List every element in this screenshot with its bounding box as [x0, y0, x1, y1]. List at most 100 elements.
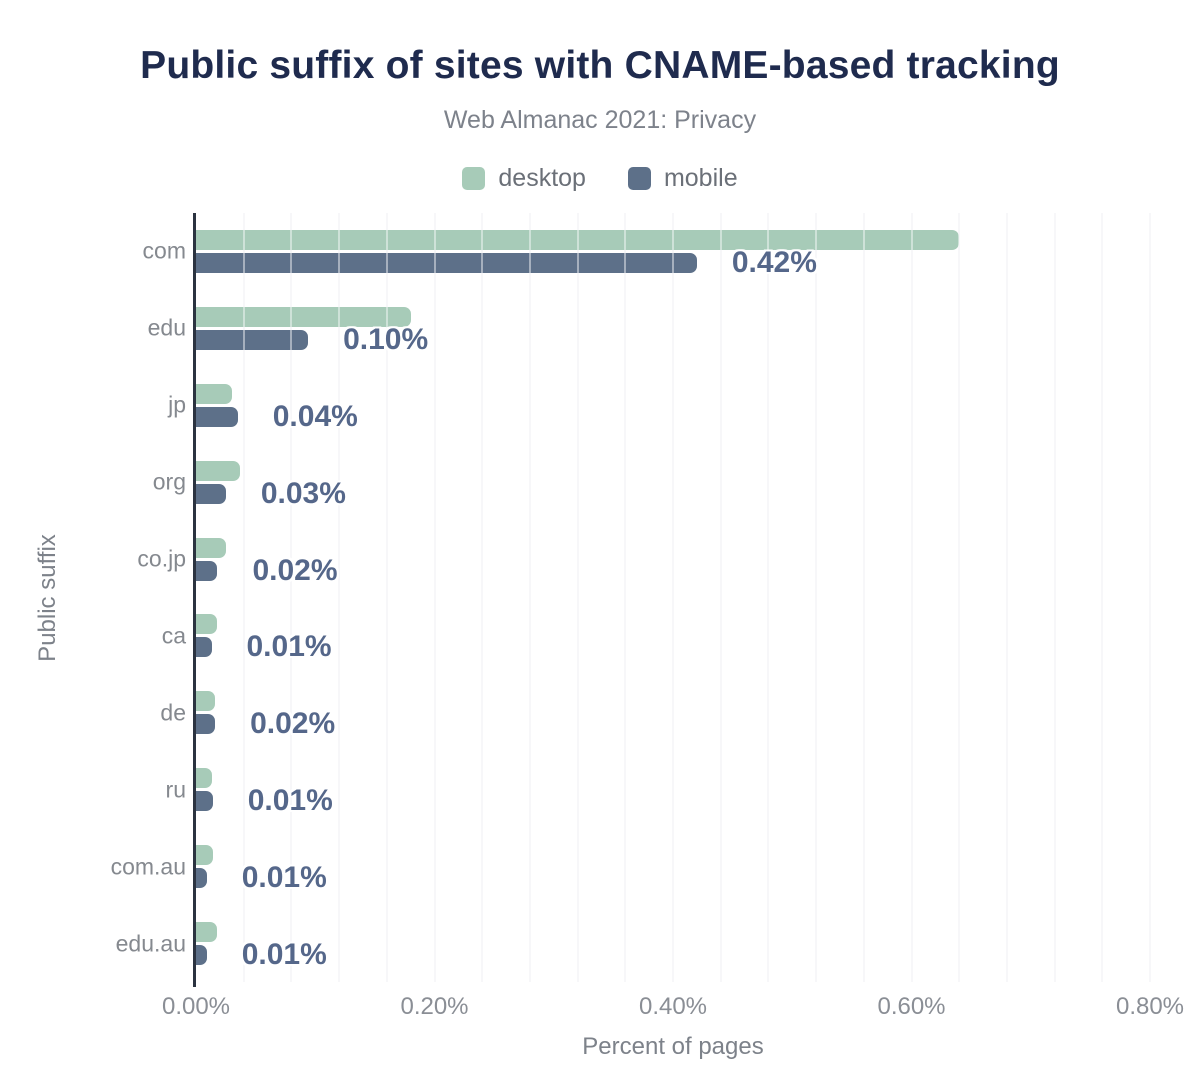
- bar-desktop-edu.au[interactable]: [196, 922, 218, 943]
- bar-row-com.au: com.au: [111, 828, 1150, 905]
- legend-item-desktop[interactable]: desktop: [462, 164, 586, 193]
- category-label-edu.au: edu.au: [115, 930, 186, 957]
- bar-mobile-ru[interactable]: [196, 791, 213, 812]
- value-label-jp: 0.04%: [272, 399, 358, 433]
- bar-desktop-de[interactable]: [196, 691, 216, 712]
- legend-item-mobile[interactable]: mobile: [627, 164, 738, 193]
- value-label-com.au: 0.01%: [241, 861, 327, 895]
- gridline: [576, 213, 579, 982]
- category-label-ru: ru: [165, 776, 186, 803]
- value-label-ca: 0.01%: [246, 630, 332, 664]
- chart-title: Public suffix of sites with CNAME-based …: [140, 44, 1060, 87]
- gridline-overlay: [815, 213, 818, 982]
- legend-swatch-mobile: [627, 167, 651, 190]
- gridline-overlay: [1101, 213, 1104, 982]
- gridline: [958, 213, 961, 982]
- bar-row-com: com: [143, 213, 1150, 290]
- gridline-overlay: [624, 213, 627, 982]
- x-tick-label: 0.40%: [638, 993, 708, 1020]
- value-label-edu: 0.10%: [343, 322, 429, 356]
- gridline: [1149, 213, 1151, 982]
- legend-swatch-desktop: [462, 167, 486, 190]
- gridline: [910, 213, 913, 982]
- category-label-com.au: com.au: [110, 853, 186, 880]
- category-label-com: com: [142, 237, 186, 264]
- gridline-overlay: [433, 213, 436, 982]
- bar-mobile-co.jp[interactable]: [196, 560, 218, 581]
- bar-mobile-edu[interactable]: [196, 329, 309, 350]
- gridline: [672, 213, 674, 982]
- chart-subtitle: Web Almanac 2021: Privacy: [443, 106, 757, 134]
- legend: desktop mobile: [0, 164, 1200, 193]
- gridline: [528, 213, 531, 982]
- gridline-overlay: [1149, 213, 1151, 982]
- gridline: [433, 213, 436, 982]
- gridline-overlay: [672, 213, 674, 982]
- bar-mobile-jp[interactable]: [196, 406, 238, 427]
- bar-mobile-com.au[interactable]: [196, 868, 207, 889]
- bar-row-ru: ru: [166, 751, 1150, 828]
- category-label-co.jp: co.jp: [137, 545, 186, 572]
- gridline: [767, 213, 770, 982]
- category-label-ca: ca: [161, 622, 186, 649]
- bar-mobile-com[interactable]: [196, 252, 697, 273]
- gridline-overlay: [528, 213, 531, 982]
- gridline: [1005, 213, 1008, 982]
- bar-desktop-com[interactable]: [196, 229, 960, 250]
- gridline: [385, 213, 388, 982]
- bar-row-edu: edu: [148, 290, 1150, 367]
- legend-label: desktop: [498, 164, 586, 192]
- bar-mobile-ca[interactable]: [196, 637, 212, 658]
- gridline-overlay: [958, 213, 961, 982]
- gridline: [290, 213, 293, 982]
- category-label-jp: jp: [168, 391, 186, 418]
- bar-desktop-jp[interactable]: [196, 383, 232, 404]
- bar-desktop-org[interactable]: [196, 460, 241, 481]
- gridline: [1101, 213, 1104, 982]
- bar-desktop-ru[interactable]: [196, 768, 212, 789]
- value-label-edu.au: 0.01%: [241, 938, 327, 972]
- bar-desktop-co.jp[interactable]: [196, 537, 226, 558]
- gridline-overlay: [481, 213, 484, 982]
- bar-mobile-de[interactable]: [196, 714, 216, 735]
- gridline: [242, 213, 245, 982]
- gridline-overlay: [385, 213, 388, 982]
- gridline: [481, 213, 484, 982]
- bar-row-de: de: [160, 674, 1150, 751]
- value-label-de: 0.02%: [250, 707, 336, 741]
- value-label-com: 0.42%: [731, 245, 817, 279]
- bar-desktop-edu[interactable]: [196, 306, 411, 327]
- bar-row-org: org: [153, 444, 1150, 521]
- bar-row-edu.au: edu.au: [116, 905, 1150, 982]
- gridline-overlay: [1053, 213, 1056, 982]
- gridline-overlay: [242, 213, 245, 982]
- value-label-co.jp: 0.02%: [252, 553, 338, 587]
- category-label-edu: edu: [147, 314, 186, 341]
- gridline-overlay: [910, 213, 913, 982]
- bar-mobile-org[interactable]: [196, 483, 226, 504]
- y-axis-line: [193, 213, 196, 987]
- gridline-overlay: [1005, 213, 1008, 982]
- gridline-overlay: [290, 213, 293, 982]
- gridline-overlay: [719, 213, 722, 982]
- gridline: [815, 213, 818, 982]
- bar-row-ca: ca: [162, 598, 1150, 675]
- gridline-overlay: [862, 213, 865, 982]
- category-label-org: org: [152, 468, 186, 495]
- category-label-de: de: [160, 699, 186, 726]
- gridline-overlay: [576, 213, 579, 982]
- gridline: [719, 213, 722, 982]
- x-tick-label: 0.80%: [1115, 993, 1185, 1020]
- legend-label: mobile: [663, 164, 738, 192]
- value-label-ru: 0.01%: [247, 784, 333, 818]
- x-tick-label: 0.60%: [877, 993, 946, 1020]
- x-tick-label: 0.00%: [161, 993, 231, 1020]
- bar-desktop-com.au[interactable]: [196, 845, 213, 866]
- gridline: [862, 213, 865, 982]
- x-tick-label: 0.20%: [400, 993, 469, 1020]
- bar-row-jp: jp: [168, 367, 1150, 444]
- bar-mobile-edu.au[interactable]: [196, 945, 207, 966]
- gridline: [338, 213, 341, 982]
- bar-desktop-ca[interactable]: [196, 614, 218, 635]
